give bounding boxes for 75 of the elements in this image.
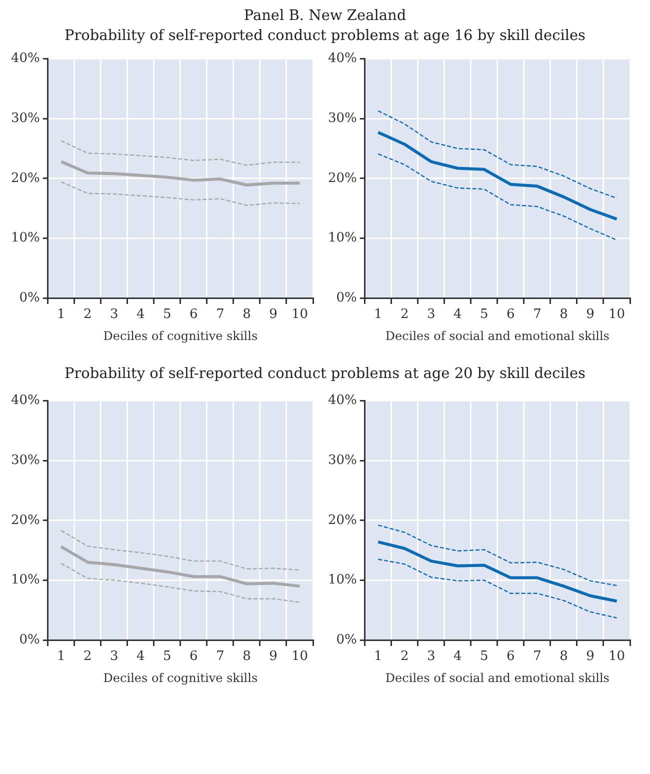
line-series	[60, 562, 300, 603]
y-tick-label: 30%	[10, 110, 40, 126]
chart-title: Probability of self-reported conduct problems at age 20 by skill deciles	[63, 366, 587, 382]
y-tick-label: 40%	[10, 51, 40, 66]
x-axis-title: Deciles of cognitive skills	[103, 328, 258, 343]
x-tick-label: 4	[454, 649, 462, 664]
y-tick-label: 30%	[10, 452, 40, 468]
y-tick-label: 0%	[336, 632, 357, 648]
y-tick-label: 0%	[19, 290, 40, 306]
y-tick-label: 20%	[10, 170, 40, 186]
x-axis-title: Deciles of social and emotional skills	[385, 328, 610, 343]
x-tick-label: 8	[242, 649, 251, 664]
x-tick-label: 1	[57, 307, 66, 322]
x-tick-label: 5	[480, 307, 488, 322]
y-tick-label: 30%	[328, 110, 357, 126]
x-tick-label: 9	[269, 307, 278, 322]
x-tick-label: 8	[560, 307, 568, 322]
x-tick-label: 5	[480, 649, 488, 664]
y-tick-label: 0%	[19, 632, 40, 648]
line-series	[60, 530, 300, 571]
y-tick-label: 20%	[328, 512, 357, 528]
line-series	[378, 110, 618, 199]
line-series	[378, 558, 618, 618]
x-tick-label: 1	[57, 649, 66, 664]
x-tick-label: 2	[84, 307, 92, 322]
x-tick-label: 10	[608, 649, 626, 664]
x-tick-label: 10	[291, 649, 308, 664]
x-tick-label: 1	[374, 307, 382, 322]
x-tick-label: 6	[190, 307, 198, 322]
line-series	[60, 181, 300, 206]
x-tick-label: 7	[533, 307, 542, 322]
x-tick-label: 3	[427, 649, 436, 664]
x-tick-label: 9	[586, 649, 594, 664]
x-tick-label: 8	[242, 307, 251, 322]
x-tick-label: 10	[291, 307, 308, 322]
x-tick-label: 7	[533, 649, 542, 664]
x-tick-label: 7	[216, 307, 224, 322]
x-tick-label: 7	[216, 649, 224, 664]
x-tick-label: 5	[163, 649, 172, 664]
y-tick-label: 10%	[328, 230, 357, 246]
x-tick-label: 2	[400, 307, 409, 322]
y-tick-label: 40%	[328, 393, 357, 408]
y-tick-label: 20%	[10, 512, 40, 528]
y-tick-label: 10%	[328, 572, 357, 588]
y-tick-label: 20%	[328, 170, 357, 186]
x-axis-title: Deciles of cognitive skills	[103, 670, 258, 685]
x-tick-label: 9	[586, 307, 594, 322]
y-tick-label: 40%	[10, 393, 40, 408]
x-tick-label: 5	[163, 307, 172, 322]
line-series	[378, 524, 618, 586]
x-tick-label: 8	[560, 649, 568, 664]
x-tick-label: 9	[269, 649, 278, 664]
x-tick-label: 10	[608, 307, 626, 322]
y-tick-label: 30%	[328, 452, 357, 468]
x-tick-label: 6	[506, 649, 515, 664]
x-tick-label: 3	[110, 649, 118, 664]
x-axis-title: Deciles of social and emotional skills	[385, 670, 610, 685]
x-tick-label: 4	[136, 649, 145, 664]
y-tick-label: 0%	[336, 290, 357, 306]
chart-title: Panel B. New Zealand	[242, 8, 408, 24]
x-tick-label: 6	[190, 649, 198, 664]
y-tick-label: 10%	[10, 230, 40, 246]
x-tick-label: 1	[374, 649, 382, 664]
x-tick-label: 6	[506, 307, 515, 322]
chart-subtitle: Probability of self-reported conduct problems at age 16 by skill deciles	[63, 28, 587, 44]
x-tick-label: 3	[110, 307, 118, 322]
y-tick-label: 10%	[10, 572, 40, 588]
x-tick-label: 4	[136, 307, 145, 322]
y-tick-label: 40%	[328, 51, 357, 66]
x-tick-label: 3	[427, 307, 436, 322]
line-series	[378, 153, 618, 241]
x-tick-label: 4	[454, 307, 462, 322]
x-tick-label: 2	[84, 649, 92, 664]
line-series	[60, 140, 300, 166]
x-tick-label: 2	[400, 649, 409, 664]
